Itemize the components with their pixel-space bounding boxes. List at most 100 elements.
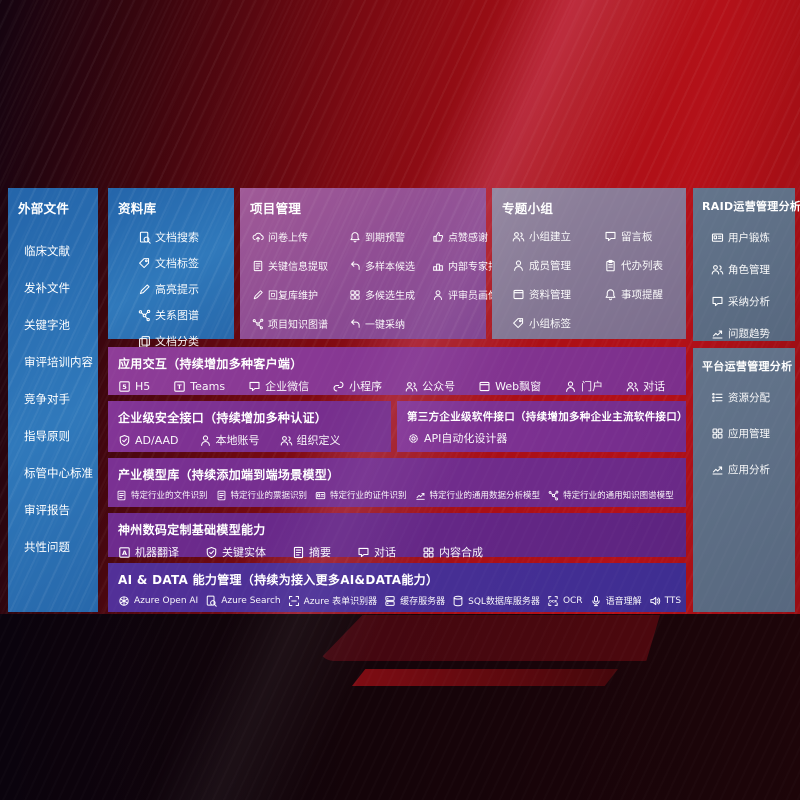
repository-list: 文档搜索 文档标签 高亮提示 关系图谱 文档分类 bbox=[108, 217, 234, 349]
feature-label: 小组建立 bbox=[529, 231, 571, 243]
feature-label: 摘要 bbox=[309, 546, 331, 559]
feature-item: 代办列表 bbox=[604, 258, 686, 273]
feature-item: 回复库维护 bbox=[252, 287, 346, 302]
people-icon bbox=[512, 230, 525, 243]
feature-item: 缓存服务器 bbox=[384, 594, 445, 607]
ocr-icon bbox=[547, 595, 559, 607]
feature-item: TTS bbox=[649, 595, 681, 607]
feature-label: 公众号 bbox=[422, 380, 456, 393]
feature-label: 事项提醒 bbox=[621, 289, 663, 301]
feature-item: 公众号 bbox=[405, 378, 455, 394]
feature-label: 关系图谱 bbox=[155, 309, 199, 322]
feature-item: 关键信息提取 bbox=[252, 258, 346, 273]
gear-icon bbox=[407, 432, 420, 445]
copies-icon bbox=[138, 335, 151, 348]
feature-label: 特定行业的票据识别 bbox=[230, 491, 308, 501]
bell-icon bbox=[349, 231, 361, 243]
panel-title: 神州数码定制基础模型能力 bbox=[118, 523, 266, 537]
person-icon bbox=[512, 259, 525, 272]
doc-lines-icon bbox=[252, 260, 264, 272]
platform-analysis-list: 资源分配 应用管理 应用分析 bbox=[693, 374, 795, 477]
feature-item: 文档标签 bbox=[138, 255, 234, 271]
people-icon bbox=[626, 380, 639, 393]
tag-icon bbox=[138, 257, 151, 270]
monitor-stand bbox=[318, 615, 660, 661]
feature-label: 留言板 bbox=[621, 231, 653, 243]
foundation-models-panel: 神州数码定制基础模型能力 机器翻译 关键实体 摘要 对话 内容合成 bbox=[108, 513, 686, 560]
grid-icon bbox=[349, 289, 361, 301]
feature-item: 语音理解 bbox=[590, 594, 642, 607]
panel-title: 企业级安全接口（持续增加多种认证） bbox=[118, 411, 328, 425]
project-management-panel: 项目管理 问卷上传 到期预警 点赞感谢 关键信息提取 多样本候选 内部专家排名 回复库维护 多… bbox=[240, 188, 508, 339]
feature-item: H5 bbox=[118, 380, 150, 393]
feature-label: 特定行业的文件识别 bbox=[131, 491, 208, 501]
feature-item: 对话 bbox=[357, 544, 396, 560]
people-icon bbox=[711, 263, 724, 276]
feature-label: 用户锻炼 bbox=[728, 232, 770, 244]
raid-analysis-list: 用户锻炼 角色管理 采纳分析 问题趋势 bbox=[693, 214, 795, 341]
feature-item: 内部专家排名 bbox=[432, 258, 508, 273]
podium-icon bbox=[432, 260, 444, 272]
list-item: 共性问题 bbox=[24, 540, 70, 554]
feature-label: 多样本候选 bbox=[365, 262, 415, 273]
feature-label: 缓存服务器 bbox=[400, 597, 446, 607]
app-interaction-list: H5 Teams 企业微信 小程序 公众号 Web飘窗 门户 对话 bbox=[108, 372, 686, 394]
feature-label: 一键采纳 bbox=[365, 320, 405, 331]
thirdparty-interface-list: API自动化设计器 bbox=[397, 424, 686, 446]
feature-item: 门户 bbox=[564, 378, 603, 394]
chat-icon bbox=[357, 546, 370, 559]
feature-label: 对话 bbox=[643, 380, 666, 393]
feature-item: 小组建立 bbox=[512, 229, 604, 244]
feature-label: 采纳分析 bbox=[728, 296, 770, 308]
feature-label: 多候选生成 bbox=[365, 291, 415, 302]
feature-label: 资料管理 bbox=[529, 289, 571, 301]
feature-item: SQL数据库服务器 bbox=[452, 594, 540, 607]
people-icon bbox=[280, 434, 293, 447]
feature-item: 用户锻炼 bbox=[711, 230, 795, 245]
feature-item: 留言板 bbox=[604, 229, 686, 244]
thumb-up-icon bbox=[432, 231, 444, 243]
doc-lines-icon bbox=[216, 490, 227, 501]
feature-label: 特定行业的证件识别 bbox=[330, 491, 407, 501]
feature-label: Azure Open AI bbox=[134, 595, 199, 606]
list-item: 指导原则 bbox=[24, 429, 70, 443]
industry-models-panel: 产业模型库（持续添加端到端场景模型） 特定行业的文件识别 特定行业的票据识别 特定行… bbox=[108, 458, 686, 507]
chat-icon bbox=[604, 230, 617, 243]
feature-item: 特定行业的文件识别 bbox=[116, 489, 208, 501]
feature-item: 资料管理 bbox=[512, 287, 604, 302]
repository-panel: 资料库 文档搜索 文档标签 高亮提示 关系图谱 文档分类 bbox=[108, 188, 234, 348]
feature-label: Web飘窗 bbox=[495, 380, 542, 393]
feature-label: 资源分配 bbox=[728, 392, 770, 404]
feature-label: 对话 bbox=[374, 546, 396, 559]
feature-item: 问题趋势 bbox=[711, 326, 795, 341]
feature-label: 项目知识图谱 bbox=[268, 320, 328, 331]
platform-analysis-panel: 平台运营管理分析 资源分配 应用管理 应用分析 bbox=[693, 348, 795, 612]
feature-item: Web飘窗 bbox=[478, 378, 541, 394]
feature-label: 组织定义 bbox=[296, 434, 341, 447]
feature-item: AD/AAD bbox=[118, 434, 179, 447]
chat-icon bbox=[248, 380, 261, 393]
server-icon bbox=[384, 595, 396, 607]
feature-label: 文档搜索 bbox=[155, 231, 199, 244]
shield-icon bbox=[118, 434, 131, 447]
feature-item: 多样本候选 bbox=[349, 258, 429, 273]
feature-item: 评审员画像 bbox=[432, 287, 508, 302]
raid-analysis-panel: RAID运营管理分析 用户锻炼 角色管理 采纳分析 问题趋势 bbox=[693, 188, 800, 341]
feature-label: 关键实体 bbox=[222, 546, 266, 559]
translate-icon bbox=[118, 546, 131, 559]
list-item: 审评报告 bbox=[24, 503, 70, 517]
feature-item: 小程序 bbox=[332, 378, 382, 394]
feature-label: Teams bbox=[190, 379, 226, 393]
list-item: 临床文献 bbox=[24, 244, 70, 258]
feature-label: 问题趋势 bbox=[728, 328, 770, 340]
chart-icon bbox=[711, 327, 724, 340]
external-files-panel: 外部文件 临床文献 发补文件 关键字池 审评培训内容 竞争对手 指导原则 标管中心标准 审评报… bbox=[8, 188, 98, 612]
feature-item: 资源分配 bbox=[711, 390, 795, 405]
feature-label: 评审员画像 bbox=[448, 291, 498, 302]
feature-item: 文档分类 bbox=[138, 333, 234, 349]
feature-item: OCR bbox=[547, 595, 583, 607]
feature-label: 语音理解 bbox=[605, 597, 642, 607]
app-interaction-panel: 应用交互（持续增加多种客户端） H5 Teams 企业微信 小程序 公众号 Web飘窗 门户… bbox=[108, 347, 686, 395]
brackets-icon bbox=[288, 595, 300, 607]
feature-item: 应用分析 bbox=[711, 462, 795, 477]
